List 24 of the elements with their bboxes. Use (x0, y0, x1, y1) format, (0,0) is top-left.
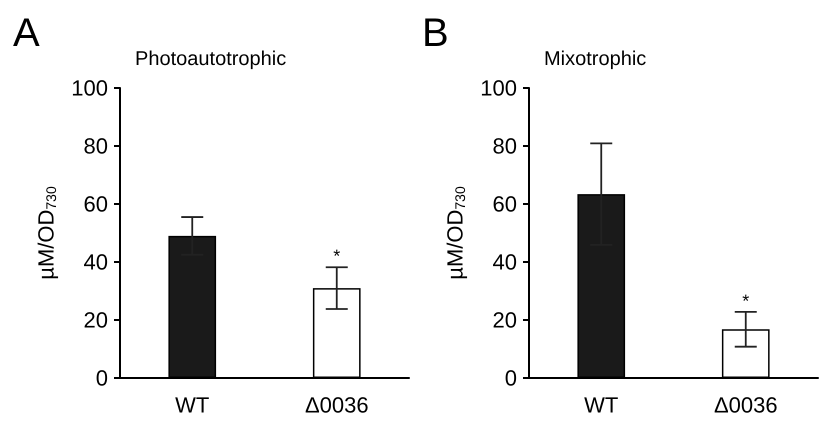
y-tick-label: 40 (492, 250, 517, 274)
y-axis-title: µM/OD730 (34, 186, 59, 280)
y-tick-label: 60 (84, 192, 108, 216)
chart-subtitle: Mixotrophic (544, 48, 646, 70)
y-tick-label: 80 (492, 134, 517, 158)
chart-title: A (13, 11, 40, 55)
annotation: * (333, 246, 340, 266)
y-tick-label: 20 (492, 308, 517, 332)
y-tick-label: 60 (492, 192, 517, 216)
x-tick-label: Δ0036 (714, 392, 778, 418)
chart-title: B (422, 11, 449, 55)
y-tick-label: 0 (96, 366, 108, 390)
y-tick-label: 80 (84, 134, 108, 158)
x-tick-label: WT (584, 392, 618, 418)
y-tick-label: 100 (480, 76, 517, 100)
y-tick-label: 20 (84, 308, 108, 332)
annotation: * (742, 290, 750, 311)
chart-subtitle: Photoautotrophic (135, 48, 286, 70)
y-axis-title: µM/OD730 (442, 186, 468, 280)
y-tick-label: 0 (504, 366, 517, 390)
x-tick-label: Δ0036 (304, 392, 369, 418)
x-tick-label: WT (175, 392, 210, 418)
y-tick-label: 40 (84, 250, 108, 274)
y-tick-label: 100 (71, 76, 108, 100)
